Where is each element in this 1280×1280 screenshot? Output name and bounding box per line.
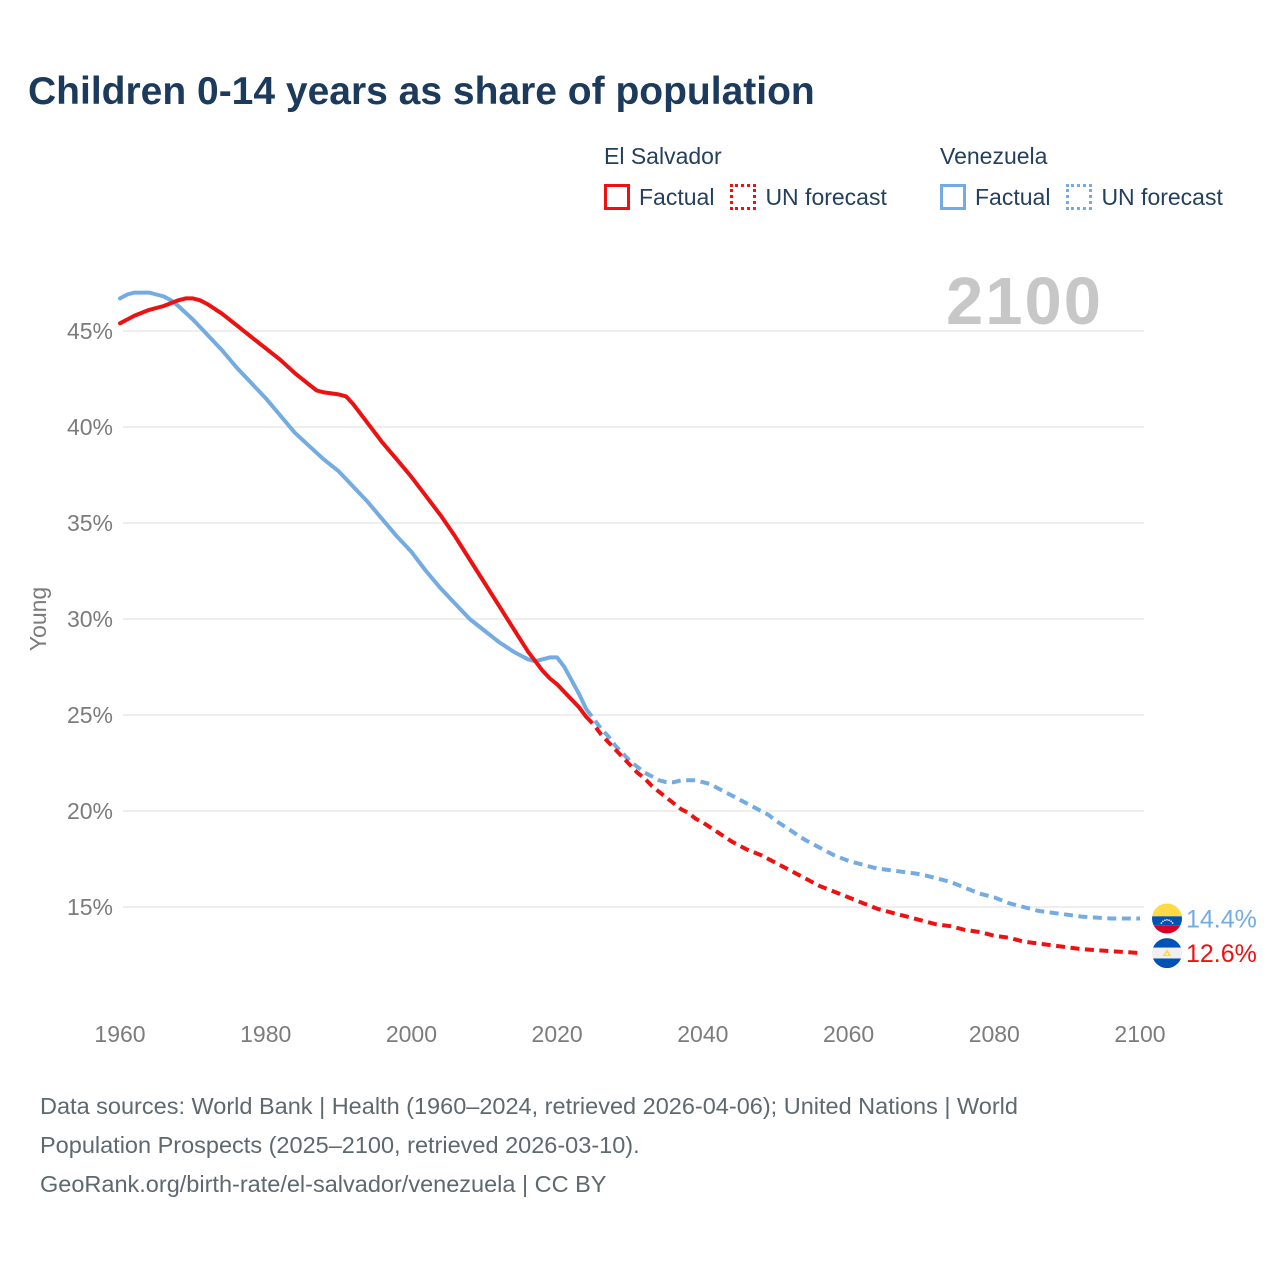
x-tick-label: 1960 — [94, 1021, 145, 1047]
legend-item-label-factual: Factual — [975, 183, 1051, 210]
x-tick-label: 2040 — [677, 1021, 728, 1047]
legend-group-venezuela: Venezuela Factual UN forecast — [940, 145, 1223, 210]
data-sources-line-2: Population Prospects (2025–2100, retriev… — [40, 1132, 640, 1158]
flag-star — [1160, 922, 1163, 924]
x-tick-label: 2000 — [386, 1021, 437, 1047]
venezuela-forecast-swatch-icon — [1066, 184, 1093, 210]
flag-emblem-center — [1165, 952, 1169, 956]
venezuela-factual-line — [118, 290, 589, 712]
watermark-year: 2100 — [946, 264, 1104, 339]
data-sources-line-1: Data sources: World Bank | Health (1960–… — [40, 1093, 1018, 1119]
y-tick-label: 25% — [67, 702, 113, 728]
venezuela-factual-swatch-icon — [940, 184, 966, 210]
flag-band-blue-top — [1152, 938, 1182, 948]
flag-star — [1164, 919, 1166, 922]
source-url-line: GeoRank.org/birth-rate/el-salvador/venez… — [40, 1171, 607, 1197]
legend-item-label-un-forecast: UN forecast — [1101, 183, 1223, 210]
el-salvador-factual-line — [118, 296, 589, 719]
y-tick-label: 30% — [67, 606, 113, 632]
legend-group-el-salvador: El Salvador Factual UN forecast — [604, 145, 887, 210]
legend-country-label-el-salvador: El Salvador — [604, 143, 722, 169]
flag-star — [1170, 920, 1172, 923]
x-tick-label: 2060 — [823, 1021, 874, 1047]
flag-band-yellow — [1152, 903, 1182, 917]
y-tick-label: 45% — [67, 318, 113, 344]
legend-row-el-salvador: Factual UN forecast — [604, 184, 887, 210]
x-tick-label: 2020 — [532, 1021, 583, 1047]
el-salvador-forecast-line — [584, 715, 1141, 956]
legend-row-venezuela: Factual UN forecast — [940, 184, 1223, 210]
data-sources-note: Data sources: World Bank | Health (1960–… — [40, 1087, 1220, 1204]
flag-star — [1162, 920, 1164, 923]
y-tick-label: 15% — [67, 894, 113, 920]
flag-emblem — [1162, 949, 1172, 957]
y-axis-title: Young — [25, 587, 51, 651]
flag-star — [1171, 922, 1174, 924]
el-salvador-factual-swatch-icon — [604, 184, 630, 210]
el-salvador-flag-icon — [1152, 938, 1182, 969]
venezuela-forecast-line — [584, 707, 1140, 921]
flag-band-red — [1152, 925, 1182, 934]
x-tick-label: 2100 — [1114, 1021, 1165, 1047]
venezuela-end-value: 14.4% — [1186, 906, 1257, 934]
y-tick-label: 20% — [67, 798, 113, 824]
venezuela-flag-icon — [1152, 903, 1182, 934]
legend-item-label-factual: Factual — [639, 183, 715, 210]
legend-country-label-venezuela: Venezuela — [940, 143, 1048, 169]
flag-band-blue — [1152, 916, 1182, 926]
y-tick-label: 40% — [67, 414, 113, 440]
el-salvador-end-value: 12.6% — [1186, 940, 1257, 968]
x-tick-label: 2080 — [969, 1021, 1020, 1047]
flag-star — [1166, 918, 1168, 921]
flag-star — [1168, 919, 1170, 922]
legend-item-label-un-forecast: UN forecast — [765, 183, 887, 210]
y-tick-label: 35% — [67, 510, 113, 536]
el-salvador-forecast-swatch-icon — [730, 184, 757, 210]
x-tick-label: 1980 — [240, 1021, 291, 1047]
flag-band-blue-bottom — [1152, 958, 1182, 969]
page-title: Children 0-14 years as share of populati… — [28, 70, 815, 113]
